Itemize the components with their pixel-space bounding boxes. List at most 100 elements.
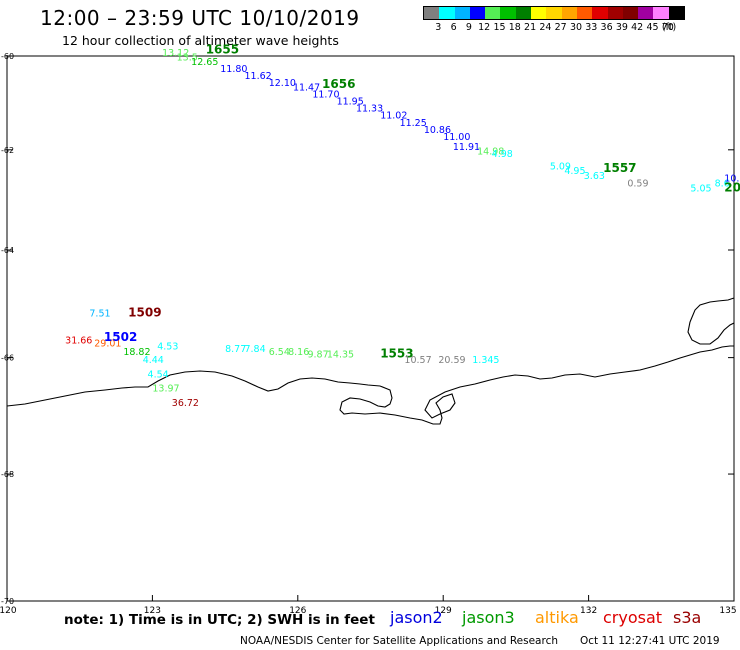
legend-label: 18 (508, 22, 521, 33)
observation-wave-height: 11.02 (380, 111, 407, 122)
legend-swatches (423, 6, 686, 20)
x-tick-label: 135 (719, 606, 736, 616)
x-tick-label: 126 (289, 606, 306, 616)
legend-swatch (622, 7, 639, 19)
observation-wave-height: 11.95 (337, 97, 364, 108)
observation-wave-height: 10.86 (424, 125, 451, 136)
x-tick-label: 129 (435, 606, 452, 616)
satellite-label-altika: altika (535, 608, 579, 627)
legend-labels: 3 6 9 12 15 18 21 24 27 30 33 36 39 42 45 70 (ft) (423, 20, 685, 34)
legend-swatch (439, 7, 455, 19)
coastline (6, 345, 734, 425)
satellite-label-jason3: jason3 (462, 608, 515, 627)
legend-label: 30 (569, 22, 583, 33)
legend-label: 33 (585, 22, 598, 33)
observation-wave-height: 4.95 (564, 166, 585, 177)
x-tick-label: 132 (580, 606, 597, 616)
observation-time-label: 1502 (104, 330, 137, 344)
legend-swatch (500, 7, 516, 19)
y-tick-label: -70 (1, 597, 14, 606)
observation-time-label: 20 (724, 181, 740, 195)
observation-wave-height: 11.33 (356, 104, 383, 115)
legend-swatch (469, 7, 486, 19)
legend-swatch (424, 7, 440, 19)
observation-time-label: 1509 (128, 305, 161, 319)
legend-label: 27 (554, 22, 567, 33)
observation-wave-height: 14.98 (477, 147, 504, 158)
legend-swatch (592, 7, 608, 19)
observation-wave-height: 0.59 (627, 179, 648, 190)
legend-label: 9 (465, 22, 472, 33)
legend-swatch (561, 7, 577, 19)
footer-note: note: 1) Time is in UTC; 2) SWH is in fe… (64, 612, 375, 628)
color-legend: 3 6 9 12 15 18 21 24 27 30 33 36 39 42 45 70 (ft) (423, 6, 686, 34)
legend-swatch (638, 7, 654, 19)
y-tick-label: -62 (1, 146, 14, 155)
y-tick-label: -64 (1, 246, 14, 255)
observation-wave-height: 4.98 (492, 149, 513, 160)
observation-wave-height: 11.91 (453, 142, 480, 153)
legend-swatch (515, 7, 532, 19)
legend-label: 12 (478, 22, 491, 33)
observation-wave-height: 11.62 (244, 71, 271, 82)
observation-wave-height: 12.65 (191, 57, 218, 68)
observation-wave-height: 11.70 (312, 89, 339, 100)
legend-label: 42 (631, 22, 644, 33)
legend-swatch (607, 7, 623, 19)
legend-swatch (531, 7, 547, 19)
observation-wave-height: 13.97 (152, 384, 179, 395)
observation-wave-height: 13.12 (162, 48, 189, 59)
observation-wave-height: 13.5 (177, 53, 198, 64)
legend-swatch (485, 7, 501, 19)
observation-wave-height: 31.66 (65, 336, 92, 347)
legend-label: 70 (661, 22, 674, 33)
observation-wave-height: 9.87 (307, 350, 328, 361)
observation-wave-height: 11.47 (293, 82, 320, 93)
legend-label: 36 (600, 22, 613, 33)
x-tick-label: 120 (0, 606, 17, 616)
legend-label: 45 (646, 22, 659, 33)
observation-wave-height: 1.345 (472, 355, 499, 366)
legend-swatch (653, 7, 669, 19)
y-tick-label: -68 (1, 470, 14, 479)
observation-wave-height: 7.51 (89, 308, 110, 319)
observation-time-label: 1656 (322, 77, 355, 91)
observation-wave-height: 4.54 (148, 369, 169, 380)
observation-wave-height: 11.80 (220, 64, 247, 75)
observation-wave-height: 11.00 (443, 132, 470, 143)
observation-wave-height: 5.05 (690, 184, 711, 195)
observation-wave-height: 8.77 (225, 344, 246, 355)
observation-wave-height: 20.59 (438, 355, 465, 366)
observation-time-label: 1553 (380, 347, 413, 361)
observation-time-label: 1655 (206, 43, 239, 57)
legend-label: 24 (539, 22, 552, 33)
legend-label: 21 (524, 22, 537, 33)
observation-wave-height: 6.54 (269, 347, 290, 358)
observation-time-label: 1557 (603, 161, 636, 175)
legend-swatch (454, 7, 470, 19)
legend-label: 3 (435, 22, 442, 33)
footer-timestamp: Oct 11 12:27:41 UTC 2019 (580, 635, 720, 647)
observation-wave-height: 7.84 (244, 344, 265, 355)
satellite-label-s3a: s3a (673, 608, 702, 627)
footer-credit: NOAA/NESDIS Center for Satellite Applica… (240, 635, 558, 647)
page-title: 12:00 – 23:59 UTC 10/10/2019 (40, 6, 360, 30)
observation-wave-height: 36.72 (172, 398, 199, 409)
observation-wave-height: 11.25 (400, 118, 427, 129)
observation-wave-height: 8.16 (288, 347, 309, 358)
observation-wave-height: 14.35 (327, 350, 354, 361)
x-tick-label: 123 (144, 606, 161, 616)
legend-label: 15 (493, 22, 506, 33)
legend-swatch (668, 7, 685, 19)
observation-wave-height: 18.82 (123, 347, 150, 358)
axis-ticks: 120 123 126 129 132 135 -60 -62 -64 -66 -68 -70 (0, 52, 737, 616)
y-tick-label: -60 (1, 52, 14, 61)
page-subtitle: 12 hour collection of altimeter wave hei… (62, 33, 339, 48)
legend-label: 39 (615, 22, 628, 33)
observation-wave-height: 10.57 (404, 355, 431, 366)
legend-swatch (576, 7, 593, 19)
legend-unit: (ft) (661, 22, 677, 33)
legend-label: 6 (450, 22, 457, 33)
